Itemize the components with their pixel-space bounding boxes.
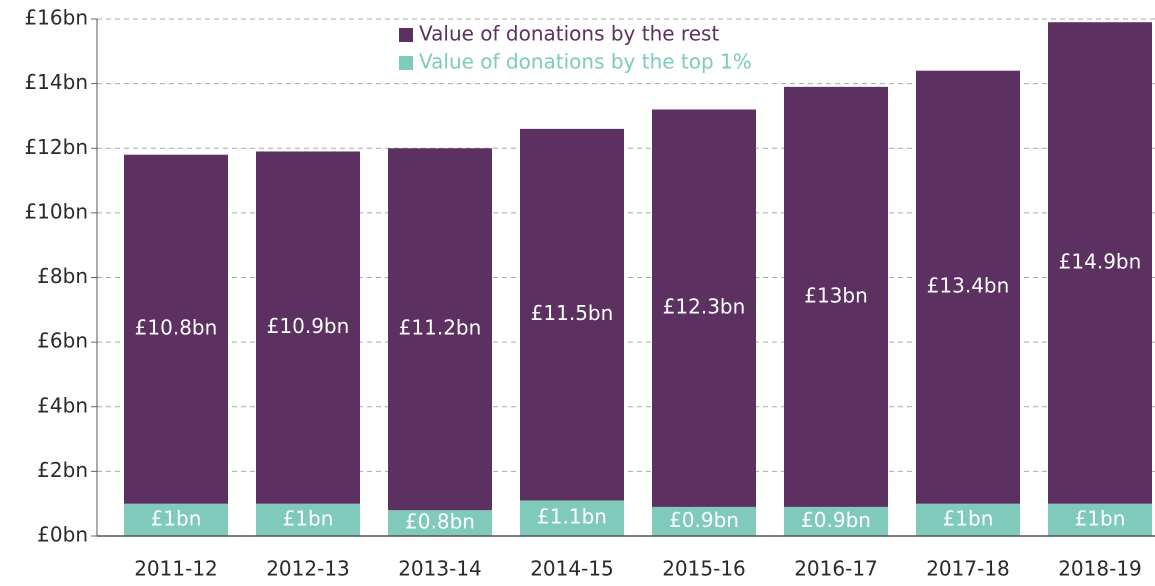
data-label: £1.1bn bbox=[537, 505, 607, 529]
y-tick-label: £2bn bbox=[37, 458, 88, 482]
x-tick-label: 2017-18 bbox=[926, 557, 1010, 581]
bar-segment bbox=[520, 128, 624, 501]
bar-segment bbox=[256, 503, 360, 536]
x-tick-label: 2012-13 bbox=[266, 557, 350, 581]
data-label: £11.5bn bbox=[531, 301, 614, 325]
x-tick-label: 2015-16 bbox=[662, 557, 746, 581]
y-tick-label: £16bn bbox=[24, 6, 88, 30]
x-tick-label: 2011-12 bbox=[134, 557, 218, 581]
bar-segment bbox=[652, 506, 756, 536]
bar-segment bbox=[124, 503, 228, 536]
legend-label: Value of donations by the rest bbox=[419, 22, 719, 46]
legend-swatch bbox=[399, 28, 413, 42]
data-label: £1bn bbox=[283, 506, 334, 530]
x-tick-label: 2014-15 bbox=[530, 557, 614, 581]
bar-segment bbox=[784, 506, 888, 536]
bar-segment bbox=[916, 70, 1020, 504]
y-tick-label: £12bn bbox=[24, 135, 88, 159]
bar-segment bbox=[784, 86, 888, 507]
legend-swatch bbox=[399, 56, 413, 70]
bar-segment bbox=[1048, 503, 1152, 536]
data-label: £13.4bn bbox=[927, 274, 1010, 298]
data-label: £13bn bbox=[804, 283, 868, 307]
bar-segment bbox=[256, 151, 360, 504]
data-label: £10.8bn bbox=[135, 316, 218, 340]
data-label: £0.9bn bbox=[669, 508, 739, 532]
data-label: £0.8bn bbox=[405, 510, 475, 534]
x-tick-label: 2016-17 bbox=[794, 557, 878, 581]
data-label: £1bn bbox=[151, 506, 202, 530]
data-label: £11.2bn bbox=[399, 316, 482, 340]
x-tick-label: 2018-19 bbox=[1058, 557, 1142, 581]
y-tick-label: £4bn bbox=[37, 393, 88, 417]
data-label: £0.9bn bbox=[801, 508, 871, 532]
bar-segment bbox=[652, 109, 756, 507]
y-tick-label: £0bn bbox=[37, 523, 88, 547]
bar-segment bbox=[388, 510, 492, 536]
x-tick-label: 2013-14 bbox=[398, 557, 482, 581]
y-tick-label: £10bn bbox=[24, 199, 88, 223]
bar-segment bbox=[124, 154, 228, 504]
y-tick-label: £6bn bbox=[37, 329, 88, 353]
y-tick-label: £14bn bbox=[24, 70, 88, 94]
data-label: £1bn bbox=[943, 506, 994, 530]
data-label: £10.9bn bbox=[267, 314, 350, 338]
y-tick-label: £8bn bbox=[37, 264, 88, 288]
bar-segment bbox=[388, 148, 492, 511]
bar-segment bbox=[916, 503, 1020, 536]
data-label: £14.9bn bbox=[1059, 249, 1142, 273]
bar-segment bbox=[520, 500, 624, 536]
bar-segment bbox=[1048, 22, 1152, 504]
data-label: £1bn bbox=[1075, 506, 1126, 530]
legend-label: Value of donations by the top 1% bbox=[419, 50, 752, 74]
data-label: £12.3bn bbox=[663, 295, 746, 319]
